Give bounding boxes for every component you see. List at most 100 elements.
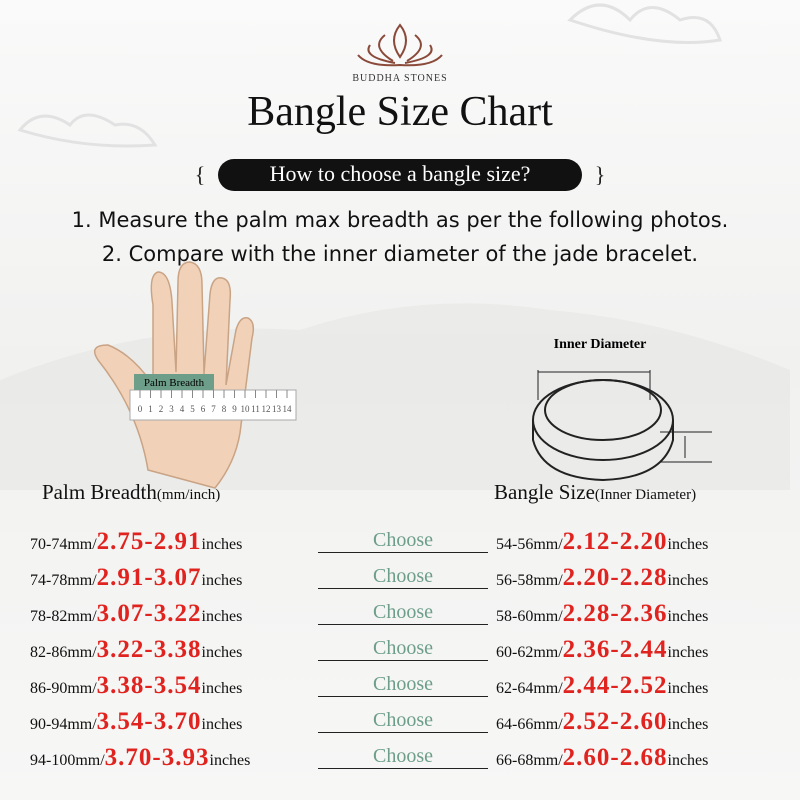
palm-mm: 94-100mm/ — [30, 752, 105, 769]
bangle-unit: inches — [667, 536, 709, 553]
title: Bangle Size Chart — [247, 89, 553, 135]
bangle-mm: 54-56mm/ — [496, 536, 563, 553]
ruler-number: 2 — [159, 404, 164, 414]
ruler-number: 5 — [190, 404, 195, 414]
ruler-number: 1 — [148, 404, 153, 414]
bangle-unit: inches — [667, 644, 709, 661]
ruler-number: 10 — [241, 404, 251, 414]
size-row: 86-90mm/3.38-3.54inches Choose 62-64mm/2.4… — [0, 672, 800, 706]
bangle-mm: 60-62mm/ — [496, 644, 563, 661]
bangle-unit: inches — [667, 752, 709, 769]
bangle-mm: 56-58mm/ — [496, 572, 563, 589]
ruler-number: 7 — [211, 404, 216, 414]
ruler-number: 3 — [169, 404, 174, 414]
palm-mm: 86-90mm/ — [30, 680, 97, 697]
palm-mm: 74-78mm/ — [30, 572, 97, 589]
bangle-unit: inches — [667, 680, 709, 697]
palm-label: Palm Breadth — [144, 377, 205, 389]
bangle-cell: 66-68mm/2.60-2.68inches — [496, 744, 708, 772]
banner: How to choose a bangle size? — [269, 161, 531, 186]
bangle-cell: 60-62mm/2.36-2.44inches — [496, 636, 708, 664]
palm-inches: 2.91-3.07 — [96, 564, 202, 591]
bangle-inches: 2.36-2.44 — [562, 636, 668, 663]
palm-mm: 78-82mm/ — [30, 608, 97, 625]
palm-mm: 90-94mm/ — [30, 716, 97, 733]
bangle-header-unit: (Inner Diameter) — [594, 487, 697, 503]
bangle-mm: 64-66mm/ — [496, 716, 563, 733]
bangle-header: Bangle Size(Inner Diameter) — [494, 480, 696, 505]
ruler-number: 14 — [283, 404, 293, 414]
choose-button[interactable]: Choose — [318, 528, 488, 553]
size-row: 82-86mm/3.22-3.38inches Choose 60-62mm/2.3… — [0, 636, 800, 670]
bangle-label: Inner Diameter — [554, 337, 647, 352]
palm-unit: inches — [201, 644, 243, 661]
instruction: 1. Measure the palm max breadth as per t… — [71, 208, 729, 232]
palm-cell: 74-78mm/2.91-3.07inches — [30, 564, 242, 592]
bangle-cell: 64-66mm/2.52-2.60inches — [496, 708, 708, 736]
bangle-unit: inches — [667, 572, 709, 589]
palm-inches: 3.38-3.54 — [96, 672, 202, 699]
palm-unit: inches — [201, 680, 243, 697]
svg-text:{: { — [195, 162, 206, 187]
brand: BUDDHA STONES — [352, 73, 448, 84]
size-row: 94-100mm/3.70-3.93inches Choose 66-68mm/2.… — [0, 744, 800, 778]
palm-inches: 3.70-3.93 — [104, 744, 210, 771]
palm-header: Palm Breadth(mm/inch) — [42, 480, 220, 505]
palm-cell: 78-82mm/3.07-3.22inches — [30, 600, 242, 628]
palm-inches: 2.75-2.91 — [96, 528, 202, 555]
palm-mm: 82-86mm/ — [30, 644, 97, 661]
ruler-number: 9 — [232, 404, 237, 414]
choose-button[interactable]: Choose — [318, 672, 488, 697]
palm-header-unit: (mm/inch) — [156, 487, 221, 503]
palm-unit: inches — [209, 752, 251, 769]
size-row: 70-74mm/2.75-2.91inches Choose 54-56mm/2.1… — [0, 528, 800, 562]
size-row: 78-82mm/3.07-3.22inches Choose 58-60mm/2.2… — [0, 600, 800, 634]
bangle-mm: 58-60mm/ — [496, 608, 563, 625]
ruler-number: 0 — [138, 404, 143, 414]
choose-button[interactable]: Choose — [318, 708, 488, 733]
size-row: 74-78mm/2.91-3.07inches Choose 56-58mm/2.2… — [0, 564, 800, 598]
bangle-unit: inches — [667, 716, 709, 733]
palm-cell: 94-100mm/3.70-3.93inches — [30, 744, 250, 772]
bangle-cell: 62-64mm/2.44-2.52inches — [496, 672, 708, 700]
bangle-inches: 2.20-2.28 — [562, 564, 668, 591]
size-row: 90-94mm/3.54-3.70inches Choose 64-66mm/2.5… — [0, 708, 800, 742]
palm-cell: 70-74mm/2.75-2.91inches — [30, 528, 242, 556]
choose-button[interactable]: Choose — [318, 600, 488, 625]
ruler-number: 11 — [251, 404, 260, 414]
ruler-number: 12 — [262, 404, 271, 414]
bangle-inches: 2.44-2.52 — [562, 672, 668, 699]
bangle-inches: 2.60-2.68 — [562, 744, 668, 771]
bangle-mm: 66-68mm/ — [496, 752, 563, 769]
bangle-inches: 2.52-2.60 — [562, 708, 668, 735]
bangle-mm: 62-64mm/ — [496, 680, 563, 697]
palm-inches: 3.07-3.22 — [96, 600, 202, 627]
bangle-cell: 56-58mm/2.20-2.28inches — [496, 564, 708, 592]
bangle-header-title: Bangle Size — [494, 480, 595, 504]
ruler-number: 6 — [201, 404, 206, 414]
palm-unit: inches — [201, 536, 243, 553]
palm-unit: inches — [201, 572, 243, 589]
palm-header-title: Palm Breadth — [42, 480, 157, 504]
instruction: 2. Compare with the inner diameter of th… — [101, 242, 699, 266]
palm-mm: 70-74mm/ — [30, 536, 97, 553]
bangle-cell: 54-56mm/2.12-2.20inches — [496, 528, 708, 556]
ruler-number: 13 — [272, 404, 282, 414]
palm-unit: inches — [201, 608, 243, 625]
palm-inches: 3.54-3.70 — [96, 708, 202, 735]
choose-button[interactable]: Choose — [318, 744, 488, 769]
svg-text:}: } — [595, 162, 606, 187]
bangle-inches: 2.28-2.36 — [562, 600, 668, 627]
choose-button[interactable]: Choose — [318, 636, 488, 661]
palm-cell: 82-86mm/3.22-3.38inches — [30, 636, 242, 664]
bangle-cell: 58-60mm/2.28-2.36inches — [496, 600, 708, 628]
palm-unit: inches — [201, 716, 243, 733]
ruler-number: 8 — [222, 404, 227, 414]
bangle-inches: 2.12-2.20 — [562, 528, 668, 555]
palm-inches: 3.22-3.38 — [96, 636, 202, 663]
choose-button[interactable]: Choose — [318, 564, 488, 589]
bangle-unit: inches — [667, 608, 709, 625]
ruler-number: 4 — [180, 404, 185, 414]
